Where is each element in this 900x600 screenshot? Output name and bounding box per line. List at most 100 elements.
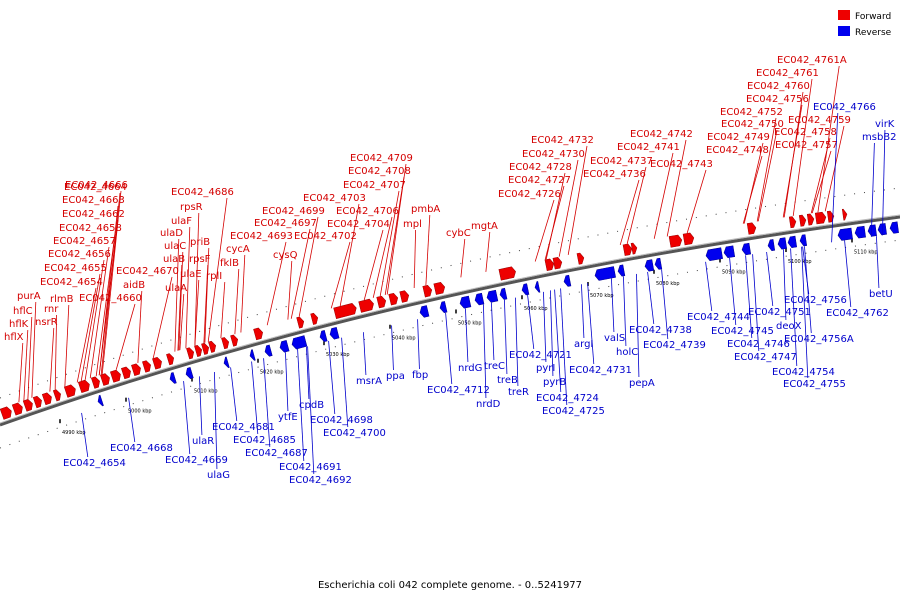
forward-gene-label[interactable]: rlmB [50, 294, 74, 305]
reverse-gene[interactable] [249, 349, 256, 362]
forward-gene[interactable] [826, 210, 835, 223]
reverse-gene-label[interactable]: ulaG [207, 470, 230, 481]
forward-gene[interactable] [152, 356, 163, 370]
forward-gene-label[interactable]: EC042_4741 [617, 142, 680, 153]
forward-gene-label[interactable]: EC042_4662 [62, 209, 125, 220]
reverse-gene[interactable] [867, 224, 877, 237]
reverse-gene[interactable] [889, 221, 899, 234]
reverse-gene-label[interactable]: EC042_4712 [427, 385, 490, 396]
reverse-gene-label[interactable]: treR [508, 387, 529, 398]
forward-gene-label[interactable]: EC042_4656 [48, 249, 111, 260]
forward-gene[interactable] [576, 252, 585, 265]
reverse-gene-label[interactable]: pepA [629, 378, 655, 389]
reverse-gene-label[interactable]: EC042_4756A [784, 334, 854, 345]
reverse-gene[interactable] [877, 223, 887, 236]
reverse-gene-label[interactable]: EC042_4700 [323, 428, 386, 439]
forward-gene-label[interactable]: EC042_4709 [350, 153, 413, 164]
reverse-gene[interactable] [264, 344, 273, 357]
reverse-gene-label[interactable]: msbB2 [862, 132, 897, 143]
reverse-gene-label[interactable]: EC042_4762 [826, 308, 889, 319]
reverse-gene-label[interactable]: EC042_4668 [110, 443, 173, 454]
forward-gene-label[interactable]: purA [17, 291, 41, 302]
forward-gene-label[interactable]: fklB [220, 258, 239, 269]
reverse-gene-label[interactable]: ppa [386, 371, 405, 382]
forward-gene-label[interactable]: ulaF [171, 216, 192, 227]
forward-gene-label[interactable]: EC042_4761 [756, 68, 819, 79]
reverse-gene-label[interactable]: cpdB [299, 400, 324, 411]
forward-gene[interactable] [121, 366, 132, 380]
forward-gene-label[interactable]: EC042_4761A [777, 55, 847, 66]
forward-gene[interactable] [358, 298, 375, 313]
forward-gene-label[interactable]: EC042_4693 [230, 231, 293, 242]
forward-gene-label[interactable]: ulaE [180, 269, 202, 280]
reverse-gene-label[interactable]: EC042_4691 [279, 462, 342, 473]
forward-gene[interactable] [32, 395, 43, 409]
forward-gene-label[interactable]: ulaD [160, 228, 183, 239]
forward-gene[interactable] [630, 242, 638, 255]
forward-gene-label[interactable]: EC042_4703 [303, 193, 366, 204]
reverse-gene-label[interactable]: EC042_4685 [233, 435, 296, 446]
forward-gene-label[interactable]: EC042_4702 [294, 231, 357, 242]
forward-gene-label[interactable]: pmbA [411, 204, 440, 215]
forward-gene-label[interactable]: cycA [226, 244, 250, 255]
reverse-gene-label[interactable]: ulaR [192, 436, 214, 447]
reverse-gene-label[interactable]: EC042_4687 [245, 448, 308, 459]
forward-gene[interactable] [22, 398, 34, 412]
reverse-gene-label[interactable]: EC042_4739 [643, 340, 706, 351]
forward-gene-label[interactable]: cysQ [273, 250, 298, 261]
reverse-gene-label[interactable]: holC [616, 347, 638, 358]
reverse-gene-label[interactable]: EC042_4751 [748, 307, 811, 318]
forward-gene[interactable] [296, 316, 306, 329]
forward-gene-label[interactable]: EC042_4697 [254, 218, 317, 229]
reverse-gene[interactable] [837, 227, 853, 241]
forward-gene-label[interactable]: rplI [206, 271, 222, 282]
forward-gene[interactable] [376, 295, 387, 309]
reverse-gene-label[interactable]: EC042_4724 [536, 393, 599, 404]
forward-gene[interactable] [552, 257, 563, 270]
reverse-gene[interactable] [654, 257, 663, 270]
forward-gene[interactable] [52, 389, 62, 402]
forward-gene[interactable] [253, 327, 265, 341]
forward-gene-label[interactable]: aidB [123, 280, 145, 291]
reverse-gene-label[interactable]: betU [869, 289, 893, 300]
forward-gene-label[interactable]: EC042_4654 [40, 277, 103, 288]
reverse-gene-label[interactable]: deoX [776, 321, 802, 332]
forward-gene-label[interactable]: EC042_4742 [630, 129, 693, 140]
reverse-gene[interactable] [521, 283, 530, 296]
forward-gene-label[interactable]: EC042_4728 [509, 162, 572, 173]
reverse-gene-label[interactable]: msrA [356, 376, 382, 387]
forward-gene[interactable] [41, 392, 53, 406]
forward-gene[interactable] [90, 376, 101, 389]
forward-gene-label[interactable]: hflX [4, 332, 24, 343]
forward-gene-label[interactable]: EC042_4664 [64, 182, 127, 193]
reverse-gene[interactable] [534, 281, 541, 293]
reverse-gene[interactable] [767, 239, 776, 252]
forward-gene[interactable] [99, 373, 111, 386]
reverse-gene[interactable] [439, 301, 448, 314]
forward-gene[interactable] [201, 342, 210, 355]
forward-gene-label[interactable]: rpsF [189, 254, 211, 265]
forward-gene-label[interactable]: EC042_4757 [775, 140, 838, 151]
forward-gene[interactable] [798, 214, 807, 227]
reverse-gene[interactable] [222, 356, 230, 369]
reverse-gene[interactable] [96, 394, 104, 407]
forward-gene[interactable] [814, 211, 827, 225]
forward-gene-label[interactable]: ulaA [165, 283, 187, 294]
reverse-gene-label[interactable]: EC042_4756 [784, 295, 847, 306]
forward-gene-label[interactable]: ulaB [163, 254, 185, 265]
reverse-gene-label[interactable]: EC042_4747 [734, 352, 797, 363]
reverse-gene[interactable] [594, 266, 616, 282]
reverse-gene[interactable] [486, 289, 499, 303]
reverse-gene-label[interactable]: EC042_4681 [212, 422, 275, 433]
reverse-gene[interactable] [319, 330, 328, 343]
reverse-gene[interactable] [291, 335, 308, 350]
forward-gene-label[interactable]: EC042_4737 [590, 156, 653, 167]
forward-gene[interactable] [131, 363, 142, 377]
forward-gene[interactable] [806, 213, 815, 226]
reverse-gene[interactable] [279, 340, 290, 353]
reverse-gene[interactable] [617, 264, 626, 277]
forward-gene-label[interactable]: EC042_4707 [343, 180, 406, 191]
forward-gene-label[interactable]: hflC [13, 306, 33, 317]
reverse-gene[interactable] [705, 247, 723, 261]
forward-gene-label[interactable]: priB [190, 237, 210, 248]
